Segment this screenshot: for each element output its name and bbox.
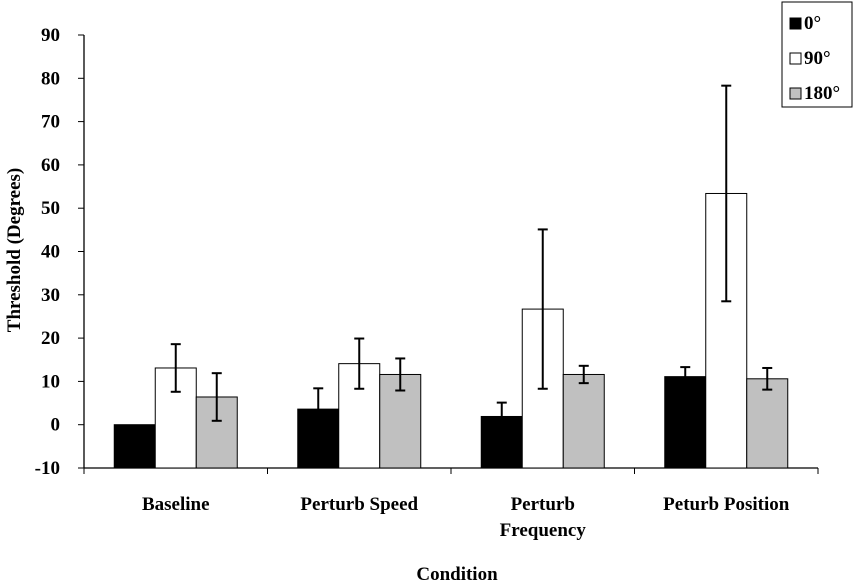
y-tick-label: 10 [41, 371, 60, 392]
y-tick-label: -10 [35, 458, 60, 479]
bar [664, 376, 707, 469]
bar [113, 424, 156, 469]
legend: 0° 90° 180° [781, 1, 853, 108]
y-tick-label: 60 [41, 155, 60, 176]
bars [113, 84, 789, 469]
x-axis-label: Condition [416, 564, 498, 583]
x-tick-label: Perturb Speed [300, 494, 418, 515]
legend-label: 0° [804, 13, 821, 34]
y-tick-label: 50 [41, 198, 60, 219]
legend-swatch [789, 87, 802, 100]
legend-swatch [789, 17, 802, 30]
legend-swatch [789, 52, 802, 65]
x-tick-label: Perturb [511, 494, 575, 515]
legend-label: 90° [804, 48, 831, 69]
x-tick-label: Baseline [142, 494, 210, 515]
x-tick-label: Frequency [500, 520, 587, 541]
y-tick-label: 0 [51, 415, 61, 436]
y-tick-label: 70 [41, 112, 60, 133]
y-tick-label: 40 [41, 242, 60, 263]
labels: -10 0 10 20 30 40 50 60 70 80 90 Baseline Perturb Sp… [35, 25, 790, 541]
y-tick-label: 80 [41, 68, 60, 89]
y-tick-label: 30 [41, 285, 60, 306]
x-tick-label: Peturb Position [663, 494, 790, 515]
y-tick-label: 20 [41, 328, 60, 349]
y-axis-label: Threshold (Degrees) [4, 168, 25, 332]
bar [746, 378, 789, 469]
y-tick-label: 90 [41, 25, 60, 46]
bar [562, 373, 605, 469]
legend-label: 180° [804, 83, 840, 104]
